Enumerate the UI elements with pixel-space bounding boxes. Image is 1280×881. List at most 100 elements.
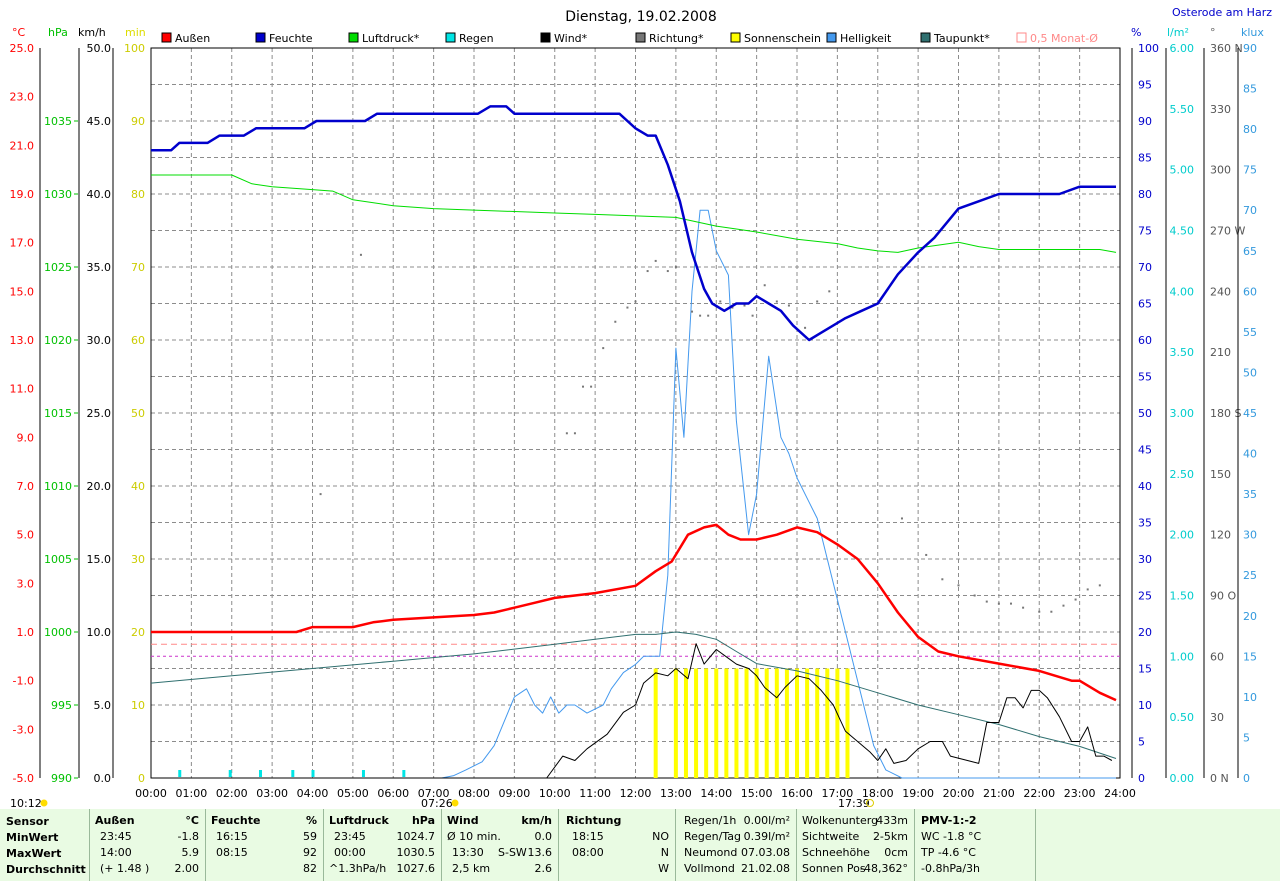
sunshine-bar [653, 668, 658, 778]
axis-rain-tick: 1.00 [1170, 650, 1195, 663]
axis-humidity-tick: 100 [1138, 42, 1159, 55]
axis-pressure-tick: 1030 [44, 188, 72, 201]
axis-lux-tick: 5 [1243, 731, 1250, 744]
axis-pressure-tick: 1020 [44, 334, 72, 347]
axis-time-tick: 12:00 [620, 787, 652, 800]
axis-direction-tick: 30 [1210, 711, 1224, 724]
axis-direction-tick: 360 N [1210, 42, 1243, 55]
stats-outside-header: Außen [95, 814, 135, 827]
stats-humidity-max: 92 [303, 846, 317, 859]
axis-humidity-tick: 70 [1138, 261, 1152, 274]
direction-point [719, 300, 722, 303]
sunshine-bar [795, 668, 799, 778]
axis-humidity-tick: 75 [1138, 225, 1152, 238]
axis-time-tick: 20:00 [943, 787, 975, 800]
axis-direction-tick: 90 O [1210, 590, 1236, 603]
sunset-time: 17:39 [838, 797, 870, 809]
axis-sun-tick: 80 [131, 188, 145, 201]
axis-time-tick: 19:00 [902, 787, 934, 800]
stats-outside-max: 5.9 [181, 846, 200, 859]
axis-direction-tick: 330 [1210, 103, 1231, 116]
axis-direction-tick: 300 [1210, 164, 1231, 177]
axis-lux-tick: 90 [1243, 42, 1257, 55]
axis-sun-tick: 100 [124, 42, 145, 55]
axis-rain-tick: 3.50 [1170, 346, 1195, 359]
unit-lux: klux [1241, 26, 1264, 39]
stats-full-moon-label: Vollmond [684, 862, 735, 875]
direction-point [582, 385, 585, 388]
axis-lux-tick: 60 [1243, 285, 1257, 298]
stats-humidity-unit: % [305, 814, 317, 827]
axis-lux-tick: 35 [1243, 488, 1257, 501]
stats-direction-avg: W [658, 862, 669, 875]
axis-wind-tick: 40.0 [87, 188, 112, 201]
stats-pressure-max-time: 00:00 [334, 846, 366, 859]
weather-chart: Dienstag, 19.02.2008 Osterode am Harz °C… [9, 6, 1273, 809]
stats-humidity-avg: 82 [303, 862, 317, 875]
sunshine-bar [764, 668, 769, 778]
axis-temp-tick: 17.0 [10, 237, 35, 250]
legend-label: Regen [459, 32, 494, 45]
unit-pressure: hPa [48, 26, 68, 39]
sunrise-time: 07:26 [421, 797, 453, 809]
axis-pressure-tick: 1010 [44, 480, 72, 493]
axis-humidity-tick: 35 [1138, 517, 1152, 530]
rain-mark [228, 770, 232, 777]
axis-humidity-tick: 65 [1138, 298, 1152, 311]
sunshine-bar [845, 668, 850, 778]
stats-pressure-header: Luftdruck [329, 814, 389, 827]
direction-point [1009, 602, 1012, 605]
sunshine-bar [744, 668, 749, 778]
axis-time-tick: 05:00 [337, 787, 369, 800]
direction-point [1086, 588, 1089, 591]
unit-humidity: % [1131, 26, 1141, 39]
axis-humidity-tick: 85 [1138, 152, 1152, 165]
axis-time-tick: 18:00 [862, 787, 894, 800]
direction-point [743, 304, 746, 307]
unit-sun-minutes: min [125, 26, 146, 39]
stats-snow: 0cm [884, 846, 908, 859]
stats-cloud-base-label: Wolkenunterg [802, 814, 879, 827]
axis-rain-tick: 3.00 [1170, 407, 1195, 420]
axis-time-tick: 14:00 [700, 787, 732, 800]
axis-temp-tick: 5.0 [17, 529, 35, 542]
axis-time-tick: 09:00 [499, 787, 531, 800]
direction-point [1098, 584, 1101, 587]
axis-lux-tick: 55 [1243, 326, 1257, 339]
axis-sun-tick: 40 [131, 480, 145, 493]
sunshine-bar [694, 668, 699, 778]
direction-point [985, 600, 988, 603]
axis-wind-tick: 30.0 [87, 334, 112, 347]
axis-rain-tick: 2.50 [1170, 468, 1195, 481]
axis-lux-tick: 40 [1243, 448, 1257, 461]
sunshine-bar [774, 668, 779, 778]
sunshine-bar [825, 668, 830, 778]
legend-label: Feuchte [269, 32, 313, 45]
direction-point [1062, 604, 1065, 607]
axis-lux-tick: 20 [1243, 610, 1257, 623]
axis-temp-tick: 25.0 [10, 42, 35, 55]
stats-sun-pos: -48,362° [860, 862, 908, 875]
rain-mark [361, 770, 365, 777]
direction-point [674, 266, 677, 268]
sunshine-bar [683, 668, 688, 778]
direction-point [751, 314, 754, 317]
direction-point [654, 259, 657, 262]
axis-sun-tick: 50 [131, 407, 145, 420]
axis-time-tick: 06:00 [377, 787, 409, 800]
axis-humidity-tick: 90 [1138, 115, 1152, 128]
axis-time-tick: 08:00 [458, 787, 490, 800]
axis-sun-tick: 90 [131, 115, 145, 128]
axis-time-tick: 15:00 [741, 787, 773, 800]
axis-wind-tick: 5.0 [94, 699, 112, 712]
axis-lux-tick: 85 [1243, 83, 1257, 96]
series-taupunkt [150, 631, 1117, 759]
series-wind [151, 643, 1113, 779]
direction-point [816, 300, 819, 303]
stats-humidity-min-time: 16:15 [216, 830, 248, 843]
axis-humidity-tick: 50 [1138, 407, 1152, 420]
axis-time-tick: 10:00 [539, 787, 571, 800]
axis-temp-tick: 21.0 [10, 139, 35, 152]
stats-col-humidity: Feuchte % 16:15 59 08:15 92 82 [206, 809, 323, 881]
axis-wind-tick: 0.0 [94, 772, 112, 785]
